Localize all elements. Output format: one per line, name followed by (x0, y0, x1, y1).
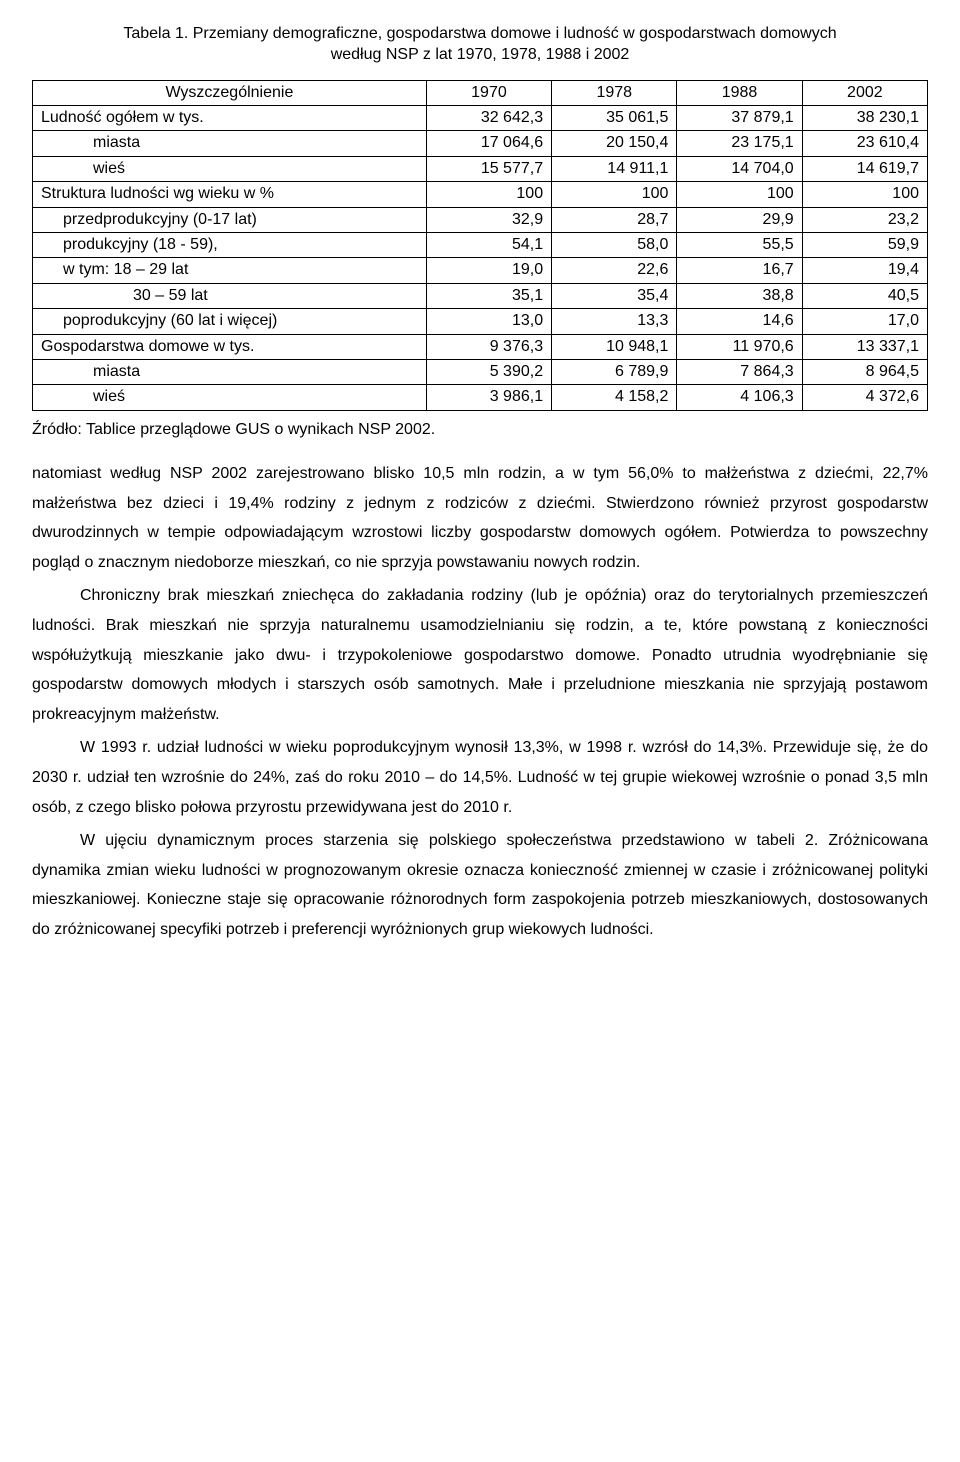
cell-value: 28,7 (552, 207, 677, 232)
table-title-line1: Tabela 1. Przemiany demograficzne, gospo… (123, 25, 836, 42)
cell-value: 23 610,4 (802, 131, 927, 156)
row-label: 30 – 59 lat (33, 283, 427, 308)
table-row: miasta17 064,620 150,423 175,123 610,4 (33, 131, 928, 156)
cell-value: 9 376,3 (426, 334, 551, 359)
row-label: wieś (33, 156, 427, 181)
cell-value: 16,7 (677, 258, 802, 283)
cell-value: 13,0 (426, 309, 551, 334)
table-row: poprodukcyjny (60 lat i więcej)13,013,31… (33, 309, 928, 334)
table-row: 30 – 59 lat35,135,438,840,5 (33, 283, 928, 308)
cell-value: 14 704,0 (677, 156, 802, 181)
cell-value: 19,0 (426, 258, 551, 283)
table-row: wieś3 986,14 158,24 106,34 372,6 (33, 385, 928, 410)
row-label: miasta (33, 131, 427, 156)
cell-value: 14,6 (677, 309, 802, 334)
cell-value: 23,2 (802, 207, 927, 232)
cell-value: 32,9 (426, 207, 551, 232)
cell-value: 38,8 (677, 283, 802, 308)
cell-value: 100 (802, 182, 927, 207)
row-label: Ludność ogółem w tys. (33, 105, 427, 130)
cell-value: 35 061,5 (552, 105, 677, 130)
cell-value: 37 879,1 (677, 105, 802, 130)
col-header: 2002 (802, 80, 927, 105)
cell-value: 20 150,4 (552, 131, 677, 156)
cell-value: 100 (426, 182, 551, 207)
table-row: Gospodarstwa domowe w tys.9 376,310 948,… (33, 334, 928, 359)
body-paragraph: natomiast według NSP 2002 zarejestrowano… (32, 459, 928, 577)
body-paragraph: Chroniczny brak mieszkań zniechęca do za… (32, 581, 928, 729)
cell-value: 14 619,7 (802, 156, 927, 181)
cell-value: 29,9 (677, 207, 802, 232)
col-header: 1978 (552, 80, 677, 105)
col-header: 1988 (677, 80, 802, 105)
row-label: produkcyjny (18 - 59), (33, 232, 427, 257)
col-header: Wyszczególnienie (33, 80, 427, 105)
row-label: miasta (33, 359, 427, 384)
cell-value: 38 230,1 (802, 105, 927, 130)
table-row: wieś15 577,714 911,114 704,014 619,7 (33, 156, 928, 181)
cell-value: 7 864,3 (677, 359, 802, 384)
row-label: w tym: 18 – 29 lat (33, 258, 427, 283)
cell-value: 58,0 (552, 232, 677, 257)
table-row: Struktura ludności wg wieku w %100100100… (33, 182, 928, 207)
cell-value: 5 390,2 (426, 359, 551, 384)
row-label: Gospodarstwa domowe w tys. (33, 334, 427, 359)
cell-value: 3 986,1 (426, 385, 551, 410)
row-label: poprodukcyjny (60 lat i więcej) (33, 309, 427, 334)
body-paragraph: W ujęciu dynamicznym proces starzenia si… (32, 826, 928, 944)
cell-value: 59,9 (802, 232, 927, 257)
cell-value: 13 337,1 (802, 334, 927, 359)
cell-value: 55,5 (677, 232, 802, 257)
table-row: przedprodukcyjny (0-17 lat)32,928,729,92… (33, 207, 928, 232)
cell-value: 54,1 (426, 232, 551, 257)
cell-value: 13,3 (552, 309, 677, 334)
table-row: Ludność ogółem w tys.32 642,335 061,537 … (33, 105, 928, 130)
cell-value: 100 (552, 182, 677, 207)
cell-value: 11 970,6 (677, 334, 802, 359)
cell-value: 6 789,9 (552, 359, 677, 384)
cell-value: 10 948,1 (552, 334, 677, 359)
row-label: przedprodukcyjny (0-17 lat) (33, 207, 427, 232)
cell-value: 4 158,2 (552, 385, 677, 410)
table-row: miasta5 390,26 789,97 864,38 964,5 (33, 359, 928, 384)
cell-value: 4 372,6 (802, 385, 927, 410)
cell-value: 19,4 (802, 258, 927, 283)
cell-value: 32 642,3 (426, 105, 551, 130)
table-title: Tabela 1. Przemiany demograficzne, gospo… (32, 24, 928, 66)
table-row: produkcyjny (18 - 59),54,158,055,559,9 (33, 232, 928, 257)
cell-value: 22,6 (552, 258, 677, 283)
row-label: wieś (33, 385, 427, 410)
table-row: w tym: 18 – 29 lat19,022,616,719,4 (33, 258, 928, 283)
table-title-line2: według NSP z lat 1970, 1978, 1988 i 2002 (331, 46, 630, 63)
cell-value: 17 064,6 (426, 131, 551, 156)
cell-value: 14 911,1 (552, 156, 677, 181)
cell-value: 35,4 (552, 283, 677, 308)
cell-value: 100 (677, 182, 802, 207)
cell-value: 23 175,1 (677, 131, 802, 156)
body-paragraph: W 1993 r. udział ludności w wieku poprod… (32, 733, 928, 822)
col-header: 1970 (426, 80, 551, 105)
cell-value: 40,5 (802, 283, 927, 308)
table-header-row: Wyszczególnienie 1970 1978 1988 2002 (33, 80, 928, 105)
cell-value: 15 577,7 (426, 156, 551, 181)
demographic-table: Wyszczególnienie 1970 1978 1988 2002 Lud… (32, 80, 928, 411)
cell-value: 35,1 (426, 283, 551, 308)
cell-value: 8 964,5 (802, 359, 927, 384)
cell-value: 17,0 (802, 309, 927, 334)
cell-value: 4 106,3 (677, 385, 802, 410)
table-source: Źródło: Tablice przeglądowe GUS o wynika… (32, 421, 928, 439)
row-label: Struktura ludności wg wieku w % (33, 182, 427, 207)
